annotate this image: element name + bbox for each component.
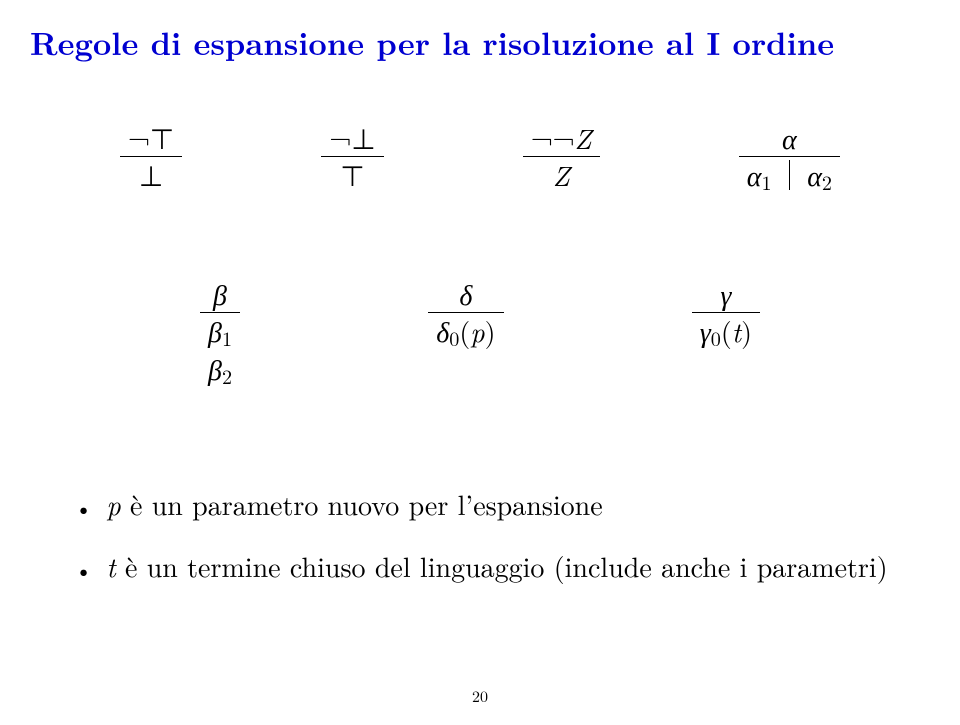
slide-page: Regole di espansione per la risoluzione … — [0, 0, 960, 725]
rule-conclusion-2: β2 — [200, 351, 240, 389]
rules-row-2: β β1 β2 δ δ0(p) γ γ0(t) — [200, 276, 760, 390]
rule-not-bot: ¬⊥ ⊤ — [321, 120, 383, 194]
rule-premise: ¬¬Z — [523, 120, 600, 156]
slide-title: Regole di espansione per la risoluzione … — [30, 20, 930, 65]
rule-conclusion: ⊤ — [321, 157, 383, 193]
rule-conclusion: γ0(t) — [692, 313, 760, 351]
rule-conclusion: δ0(p) — [428, 313, 503, 351]
rule-premise: γ — [692, 276, 760, 312]
rule-double-neg: ¬¬Z Z — [523, 120, 600, 194]
bullet-item: p è un parametro nuovo per l’espansione — [75, 484, 930, 524]
branch-separator — [789, 160, 790, 191]
bullet-item: t è un termine chiuso del linguaggio (in… — [75, 546, 930, 586]
rule-conclusion: Z — [523, 157, 600, 193]
rules-row-1: ¬⊤ ⊥ ¬⊥ ⊤ ¬¬Z Z α α1 α2 — [120, 120, 840, 196]
bullet-list: p è un parametro nuovo per l’espansione … — [35, 484, 930, 586]
rule-beta: β β1 β2 — [200, 276, 240, 390]
rule-delta: δ δ0(p) — [428, 276, 503, 352]
rule-gamma: γ γ0(t) — [692, 276, 760, 352]
bullet-text: è un termine chiuso del linguaggio (incl… — [116, 546, 888, 586]
rule-premise: β — [200, 276, 240, 312]
rule-conclusion: α1 α2 — [739, 157, 840, 195]
rule-not-top: ¬⊤ ⊥ — [120, 120, 182, 194]
rule-premise: ¬⊥ — [321, 120, 383, 156]
page-number: 20 — [0, 684, 960, 707]
rule-conclusion: ⊥ — [120, 157, 182, 193]
bullet-var: p — [106, 484, 120, 524]
rule-premise: δ — [428, 276, 503, 312]
rule-conclusion-1: β1 — [200, 313, 240, 351]
rule-alpha: α α1 α2 — [739, 120, 840, 196]
rule-premise: α — [739, 120, 840, 156]
bullet-var: t — [106, 546, 115, 586]
bullet-text: è un parametro nuovo per l’espansione — [121, 484, 603, 524]
rule-premise: ¬⊤ — [120, 120, 182, 156]
